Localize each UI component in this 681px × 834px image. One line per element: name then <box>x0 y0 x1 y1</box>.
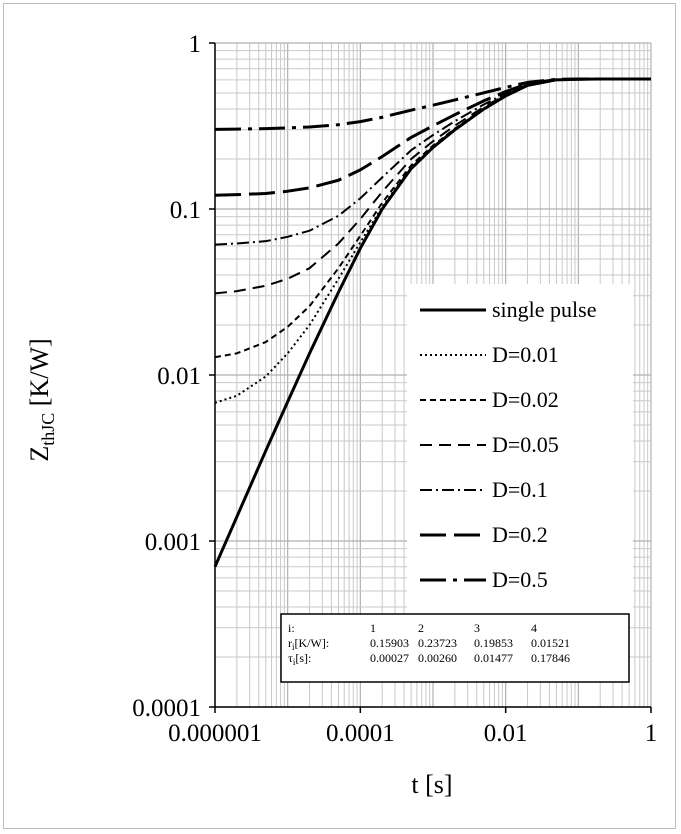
axes <box>209 42 652 713</box>
rc-table-cell: 0.17846 <box>531 651 570 665</box>
rc-table-cell: 0.00260 <box>418 651 457 665</box>
series-layer <box>213 77 651 568</box>
rc-table-cell: 0.19853 <box>474 636 513 650</box>
x-tick-label: 0.000001 <box>168 720 262 747</box>
y-tick-labels: 0.0001 0.001 0.01 0.1 1 <box>132 31 201 722</box>
y-tick-label: 0.001 <box>145 529 201 556</box>
rc-table-cell: 0.01477 <box>474 651 513 665</box>
y-axis-label-unit: [K/W] <box>25 338 54 412</box>
rc-table-cell: 1 <box>370 621 376 635</box>
legend-label: D=0.05 <box>492 432 559 457</box>
x-tick-label: 1 <box>645 720 658 747</box>
series-line <box>214 77 651 359</box>
rc-table-cell: 0.15903 <box>370 636 409 650</box>
legend-label: single pulse <box>492 297 597 322</box>
rc-parameter-table: i: 1 2 3 4 ri[K/W]: 0.15903 0.23723 0.19853 0.015… <box>280 613 630 683</box>
series-line <box>214 77 651 246</box>
y-tick-label: 0.01 <box>157 363 201 390</box>
x-tick-labels: 0.000001 0.0001 0.01 1 <box>168 720 657 747</box>
x-axis-label: t [s] <box>411 770 452 799</box>
legend-label: D=0.01 <box>492 342 559 367</box>
rc-table-row-label: ri[K/W]: <box>288 636 329 652</box>
legend-label: D=0.02 <box>492 387 559 412</box>
rc-table-row-label: τi[s]: <box>288 651 311 667</box>
rc-table-cell: 0.00027 <box>370 651 409 665</box>
legend-box <box>407 284 633 615</box>
y-tick-label: 0.1 <box>170 197 201 224</box>
x-tick-label: 0.0001 <box>326 720 395 747</box>
rc-table-row-label: i: <box>288 621 295 635</box>
y-axis-label-main: Z <box>25 446 54 462</box>
rc-table-cell: 2 <box>418 621 424 635</box>
x-tick-label: 0.01 <box>484 720 528 747</box>
rc-table-cell: 4 <box>531 621 537 635</box>
rc-table-cell: 0.23723 <box>418 636 457 650</box>
y-axis-label: ZthJC [K/W] <box>25 338 58 461</box>
y-tick-label: 1 <box>189 31 202 58</box>
series-line <box>214 77 651 131</box>
legend-label: D=0.1 <box>492 477 548 502</box>
y-tick-label: 0.0001 <box>132 695 201 722</box>
legend-label: D=0.2 <box>492 522 548 547</box>
y-axis-label-sub: thJC <box>38 413 58 446</box>
legend-label: D=0.5 <box>492 567 548 592</box>
rc-table-cell: 0.01521 <box>531 636 570 650</box>
rc-table-cell: 3 <box>474 621 480 635</box>
legend: single pulse D=0.01 D=0.02 D=0.05 D=0.1 D=0.2… <box>407 284 633 615</box>
rc-table-box <box>280 613 630 683</box>
